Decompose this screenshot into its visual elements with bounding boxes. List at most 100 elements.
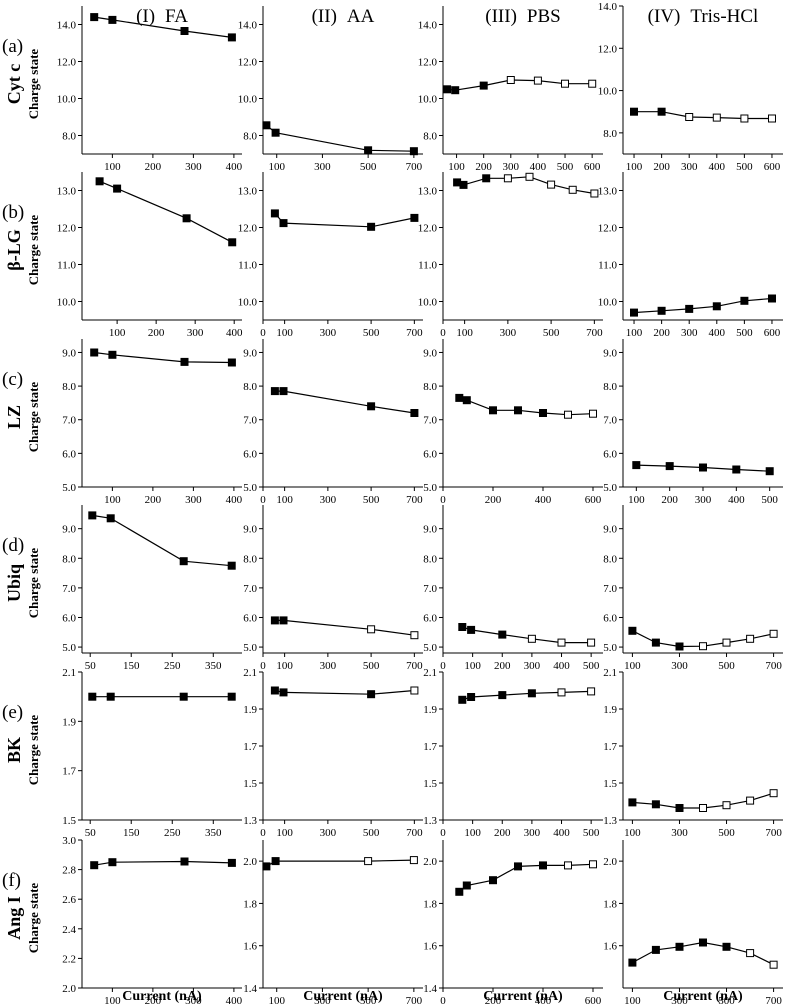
y-axis-label: Charge state bbox=[26, 883, 41, 954]
data-point bbox=[539, 861, 547, 870]
data-point bbox=[589, 409, 597, 418]
data-point bbox=[506, 76, 515, 84]
x-tick-label: 400 bbox=[226, 494, 243, 506]
panel-5-1: 1.4 1.6 1.8 2.0 100 300 500 700 bbox=[243, 840, 423, 1005]
y-tick-label: 1.8 bbox=[243, 898, 257, 910]
y-tick-label: 6.0 bbox=[243, 448, 257, 460]
x-tick-label: 300 bbox=[524, 827, 541, 839]
data-point bbox=[108, 15, 117, 24]
y-tick-label: 13.0 bbox=[238, 186, 258, 198]
y-tick-label: 6.0 bbox=[423, 448, 437, 460]
data-point bbox=[746, 949, 755, 958]
data-point bbox=[443, 85, 452, 94]
y-tick-label: 2.0 bbox=[243, 856, 257, 868]
series-line bbox=[462, 626, 592, 644]
x-tick-label: 500 bbox=[583, 827, 600, 839]
x-tick-label: 300 bbox=[320, 494, 337, 506]
y-tick-label: 2.2 bbox=[62, 953, 76, 965]
y-axis-label: Charge state bbox=[26, 49, 41, 120]
x-tick-label: 100 bbox=[624, 995, 641, 1005]
data-point bbox=[467, 693, 476, 701]
data-point bbox=[180, 357, 189, 366]
y-tick-label: 5.0 bbox=[423, 642, 437, 654]
data-point bbox=[227, 33, 236, 42]
x-tick-label: 400 bbox=[226, 995, 243, 1005]
x-tick-label: 700 bbox=[406, 827, 423, 839]
x-tick-label: 300 bbox=[185, 995, 202, 1005]
x-tick-label: 600 bbox=[585, 494, 602, 506]
data-point bbox=[514, 862, 522, 871]
data-point bbox=[589, 860, 597, 869]
x-tick-label: 200 bbox=[494, 660, 511, 672]
y-tick-label: 8.0 bbox=[423, 131, 437, 143]
x-tick-label: 300 bbox=[320, 660, 337, 672]
y-tick-label: 1.7 bbox=[603, 741, 617, 753]
x-tick-label: 400 bbox=[553, 660, 570, 672]
x-tick-label: 300 bbox=[320, 327, 337, 339]
x-tick-label: 700 bbox=[765, 995, 782, 1005]
y-tick-label: 1.4 bbox=[243, 983, 257, 995]
x-tick-label: 0 bbox=[440, 660, 446, 672]
data-point bbox=[527, 689, 536, 698]
y-tick-label: 6.0 bbox=[603, 448, 617, 460]
data-point bbox=[479, 81, 488, 90]
x-tick-label: 100 bbox=[448, 161, 465, 173]
y-tick-label: 10.0 bbox=[598, 86, 618, 98]
y-tick-label: 7.0 bbox=[603, 583, 617, 595]
data-point bbox=[561, 79, 569, 88]
data-point bbox=[179, 557, 188, 566]
x-tick-label: 700 bbox=[406, 161, 423, 173]
x-tick-label: 400 bbox=[535, 494, 552, 506]
data-point bbox=[279, 688, 288, 697]
x-tick-label: 350 bbox=[205, 660, 222, 672]
x-tick-label: 200 bbox=[653, 327, 670, 339]
panel-3-1: 5.0 6.0 7.0 8.0 9.0 0 100 300 500 700 bbox=[243, 505, 423, 672]
y-tick-label: 8.0 bbox=[62, 553, 76, 565]
x-tick-label: 100 bbox=[104, 995, 121, 1005]
x-tick-label: 700 bbox=[406, 995, 423, 1005]
x-tick-label: 300 bbox=[185, 161, 202, 173]
x-tick-label: 100 bbox=[268, 995, 285, 1005]
series-line bbox=[447, 79, 593, 91]
y-tick-label: 11.0 bbox=[598, 260, 617, 272]
y-tick-label: 9.0 bbox=[62, 524, 76, 536]
series-line bbox=[274, 390, 415, 414]
y-axis-label: Charge state bbox=[26, 715, 41, 786]
panel-5-0: 2.0 2.2 2.4 2.6 2.8 3.0 100 200 300 400 bbox=[62, 835, 242, 1005]
y-tick-label: 1.9 bbox=[603, 704, 617, 716]
y-tick-label: 1.3 bbox=[243, 815, 257, 827]
column-header: (III) PBS bbox=[485, 6, 560, 27]
data-point bbox=[271, 857, 280, 866]
y-tick-label: 7.0 bbox=[62, 415, 76, 427]
data-point bbox=[410, 213, 419, 222]
x-tick-label: 100 bbox=[626, 161, 643, 173]
x-tick-label: 300 bbox=[314, 995, 331, 1005]
x-tick-label: 500 bbox=[718, 827, 735, 839]
y-tick-label: 5.0 bbox=[62, 482, 76, 494]
y-tick-label: 1.4 bbox=[423, 983, 437, 995]
x-tick-label: 300 bbox=[503, 161, 520, 173]
x-tick-label: 50 bbox=[85, 827, 97, 839]
y-tick-label: 1.6 bbox=[243, 941, 257, 953]
data-point bbox=[95, 177, 104, 186]
column-name: Tris-HCl bbox=[690, 6, 758, 27]
y-tick-label: 1.3 bbox=[603, 815, 617, 827]
data-point bbox=[182, 214, 191, 223]
y-tick-label: 5.0 bbox=[243, 642, 257, 654]
data-point bbox=[108, 350, 117, 359]
x-tick-label: 200 bbox=[148, 327, 165, 339]
y-tick-label: 8.0 bbox=[62, 381, 76, 393]
y-tick-label: 1.5 bbox=[243, 778, 257, 790]
y-tick-label: 2.1 bbox=[603, 667, 617, 679]
x-tick-label: 300 bbox=[314, 161, 331, 173]
y-tick-label: 1.9 bbox=[243, 704, 257, 716]
x-tick-label: 500 bbox=[360, 995, 377, 1005]
series-line bbox=[274, 213, 415, 228]
x-tick-label: 100 bbox=[268, 161, 285, 173]
x-tick-label: 500 bbox=[363, 494, 380, 506]
data-point bbox=[227, 358, 236, 367]
y-tick-label: 2.8 bbox=[62, 865, 76, 877]
y-tick-label: 8.0 bbox=[603, 553, 617, 565]
x-tick-label: 300 bbox=[681, 327, 698, 339]
